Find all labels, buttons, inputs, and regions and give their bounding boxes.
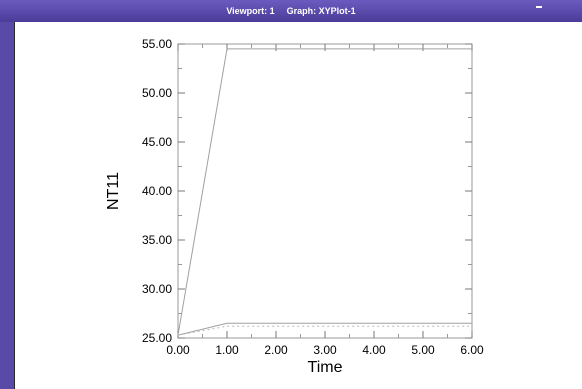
xy-plot: 0.00 1.00 2.00 3.00 4.00 5.00 6.00 25.00 30.00 35… — [105, 37, 484, 376]
x-tick-label: 3.00 — [313, 343, 337, 357]
y-axis-title: NT11 — [105, 172, 122, 210]
minimize-icon[interactable] — [536, 6, 542, 8]
x-tick-label: 2.00 — [264, 343, 288, 357]
x-tick-label: 4.00 — [362, 343, 386, 357]
x-tick-label: 5.00 — [411, 343, 435, 357]
viewport-label: Viewport: 1 — [226, 6, 275, 16]
y-tick-label: 25.00 — [142, 331, 172, 345]
graph-label: Graph: XYPlot-1 — [286, 6, 356, 16]
y-tick-label: 40.00 — [142, 184, 172, 198]
series-line-1 — [177, 48, 472, 336]
y-tick-label: 35.00 — [142, 233, 172, 247]
y-tick-label: 45.00 — [142, 135, 172, 149]
y-tick-label: 55.00 — [142, 37, 172, 51]
x-tick-label: 6.00 — [460, 343, 484, 357]
x-axis-title: Time — [308, 359, 343, 376]
y-tick-label: 50.00 — [142, 86, 172, 100]
x-tick-label: 1.00 — [215, 343, 239, 357]
viewport-title-bar[interactable]: Viewport: 1 Graph: XYPlot-1 — [0, 0, 582, 22]
series-line-2 — [177, 322, 472, 336]
plot-viewport: 0.00 1.00 2.00 3.00 4.00 5.00 6.00 25.00 30.00 35… — [14, 22, 582, 389]
series-line-3 — [177, 325, 472, 336]
y-tick-label: 30.00 — [142, 282, 172, 296]
x-tick-label: 0.00 — [166, 343, 190, 357]
plot-frame — [177, 43, 473, 339]
